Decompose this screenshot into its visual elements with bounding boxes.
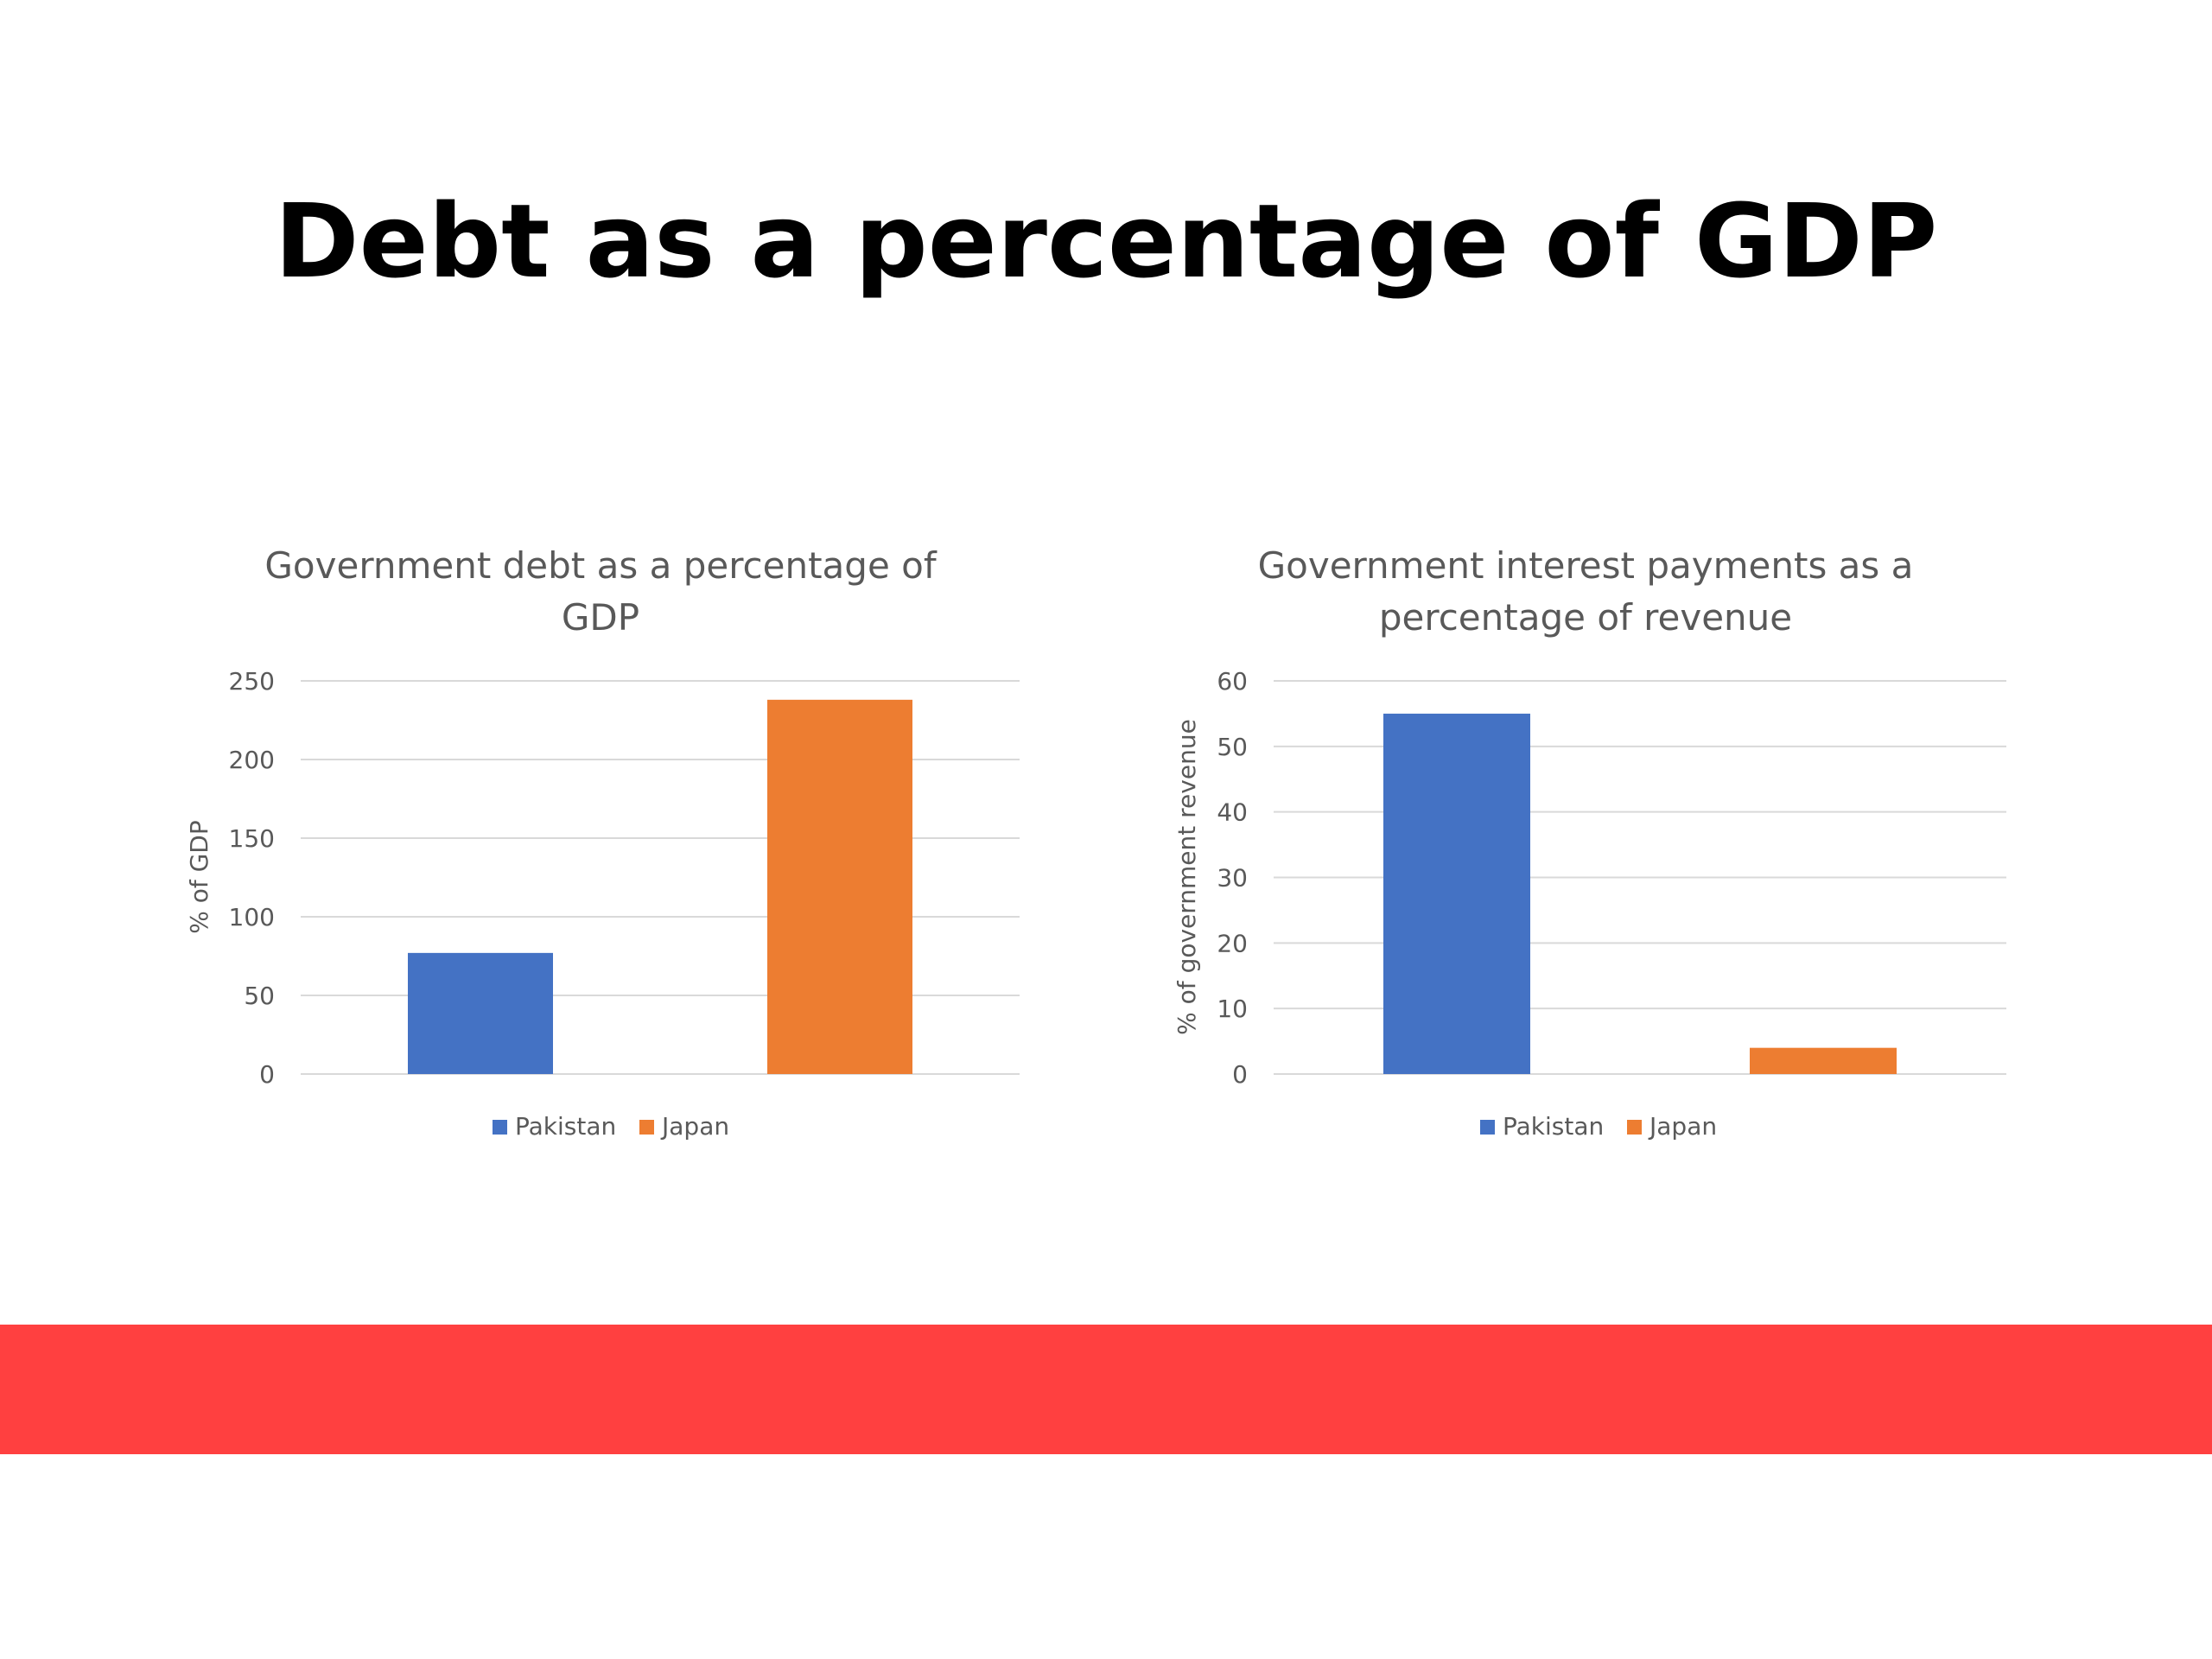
chart-1-bar-pakistan [408,952,553,1074]
chart-1-legend-label: Pakistan [515,1112,616,1141]
chart-1-legend-swatch [639,1120,654,1135]
chart-2-legend-label: Pakistan [1503,1112,1604,1141]
chart-1-ytick-label: 100 [229,903,275,931]
chart-1-ytick-label: 0 [259,1060,275,1089]
chart-2-ytick-label: 0 [1232,1060,1248,1089]
chart-1-ytick-label: 150 [229,824,275,853]
chart-2-ylabel: % of government revenue [1173,719,1201,1035]
chart-1-title: Government debt as a percentage of GDP [264,544,937,639]
chart-1-legend-swatch [493,1120,507,1135]
chart-1-ytick-label: 200 [229,746,275,774]
chart-1-ytick-label: 50 [244,982,275,1010]
accent-bar [0,1325,2212,1454]
chart-1-bar-japan [767,699,912,1074]
charts-canvas: 0 50 100 150 200 250 % of GDP Pakistan Japan 0 10 2… [185,667,2006,1141]
chart-1-legend-label: Japan [660,1112,729,1141]
chart-1-ylabel: % of GDP [185,820,213,934]
chart-2-ytick-label: 40 [1217,798,1248,827]
chart-2-ytick-label: 50 [1217,733,1248,761]
chart-2-ytick-label: 60 [1217,667,1248,696]
chart-2-legend-swatch [1627,1120,1642,1135]
chart-2-title: Government interest payments as a percen… [1257,544,1914,639]
chart-2-legend-label: Japan [1648,1112,1717,1141]
slide-title: Debt as a percentage of GDP [274,181,1938,301]
chart-2-ytick-label: 20 [1217,929,1248,957]
chart-2-bar-pakistan [1383,713,1530,1074]
chart-1-ytick-label: 250 [229,667,275,696]
chart-2-ytick-label: 10 [1217,995,1248,1023]
chart-2-bar-japan [1750,1047,1897,1074]
chart-2-legend-swatch [1480,1120,1495,1135]
chart-2-ytick-label: 30 [1217,864,1248,893]
